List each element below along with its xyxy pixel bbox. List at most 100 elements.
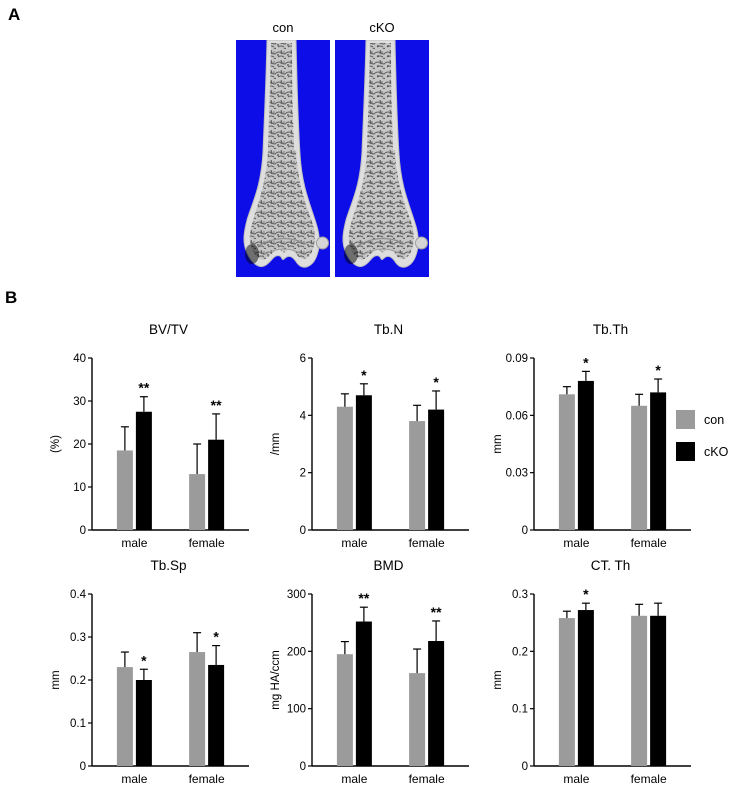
legend-label-con: con [704,412,725,427]
bar-chart: 0 100 200 300 mg HA/ccm male ** female ** [270,589,469,786]
category-label: male [121,536,147,550]
category-label: male [341,536,367,550]
bar-con [336,406,353,530]
significance-label: * [655,362,661,378]
condyle-arc [356,237,406,247]
condyle-shadow [344,244,358,264]
chart-title: Tb.Sp [150,558,187,573]
microct-column-cko: cKO [335,16,429,277]
significance-label: * [583,586,589,602]
legend-swatch-cko [676,442,695,461]
chart-ctth: CT. Th 0 0.1 0.2 0.3 mm male * female [490,558,695,790]
y-tick-label: 20 [73,439,86,451]
y-axis-label: mg HA/ccm [270,650,282,709]
bone-trabecular-interior [249,150,315,260]
legend-label-cko: cKO [704,444,729,459]
bar-chart: 0 0.1 0.2 0.3 0.4 mm male * female * [50,589,249,786]
bar-con [558,618,575,766]
bar-con [116,667,133,766]
condyle-shadow [245,244,259,264]
bar-chart: 0 0.1 0.2 0.3 mm male * female [492,586,691,786]
condyle-arc [360,248,402,257]
chart-title: Tb.Th [592,322,629,337]
bone-render-cko [335,40,429,277]
bar-con [336,654,353,766]
bar-con [631,405,648,530]
chart-bmd: BMD 0 100 200 300 mg HA/ccm male ** female ** [268,558,473,790]
chart-tbth: Tb.Th 0 0.03 0.06 0.09 mm male * female * [490,322,695,554]
condyle-arc [261,248,303,257]
y-axis-label: (%) [50,435,62,453]
category-label: female [409,536,445,550]
y-tick-label: 0.1 [70,718,86,730]
bar-cKO [577,610,594,766]
bar-con [189,474,206,530]
sesamoid-bone [415,236,428,250]
bar-con [558,394,575,530]
y-tick-label: 0.3 [512,589,528,601]
bar-con [409,421,426,530]
bar-cKO [650,615,667,766]
panel-b-label: B [5,288,18,307]
y-tick-label: 0 [522,761,528,773]
bone-shaft-interior [268,43,294,150]
y-tick-label: 300 [287,589,306,601]
y-axis-label: mm [492,434,504,453]
microct-panel: con [236,16,429,277]
y-tick-label: 0 [300,525,306,537]
bar-con [189,652,206,766]
bar-cKO [355,395,372,530]
microct-label-con: con [272,20,294,35]
significance-label: ** [431,604,442,620]
bar-con [631,615,648,766]
condyle-arc [257,237,307,247]
significance-label: * [433,374,439,390]
chart-title: Tb.N [373,322,404,337]
bar-cKO [208,439,225,530]
legend-item-con: con [676,410,728,429]
y-tick-label: 10 [73,482,86,494]
y-tick-label: 0.06 [506,410,528,422]
chart-tbn: Tb.N 0 2 4 6/mm male * female * [268,322,473,554]
chart-bvtv: BV/TV 0 10 20 30 40 (%) male ** female ** [48,322,253,554]
y-axis-label: /mm [270,433,282,455]
legend: con cKO [676,410,728,474]
chart-tbsp: Tb.Sp 0 0.1 0.2 0.3 0.4 mm male * female * [48,558,253,790]
significance-label: * [583,354,589,370]
category-label: male [563,536,589,550]
significance-label: * [141,652,147,668]
bar-cKO [428,641,445,766]
bar-cKO [355,621,372,766]
microct-label-cko: cKO [369,20,395,35]
category-label: female [409,772,445,786]
y-tick-label: 6 [300,353,306,365]
significance-label: ** [211,397,222,413]
bar-chart: 0 2 4 6/mm male * female * [270,353,469,550]
y-tick-label: 0.2 [512,646,528,658]
bone-trabecular-interior [348,150,414,260]
y-tick-label: 200 [287,646,306,658]
bone-render-con [236,40,330,277]
chart-title: CT. Th [590,558,631,573]
y-tick-label: 100 [287,704,306,716]
y-tick-label: 0.03 [506,468,528,480]
y-tick-label: 0 [80,525,86,537]
y-tick-label: 0 [80,761,86,773]
category-label: female [189,772,225,786]
chart-title: BMD [373,558,404,573]
y-tick-label: 30 [73,396,86,408]
category-label: female [189,536,225,550]
bar-chart: 0 0.03 0.06 0.09 mm male * female * [492,353,691,550]
y-tick-label: 0.1 [512,704,528,716]
category-label: female [631,536,667,550]
y-tick-label: 0.4 [70,589,87,601]
bar-cKO [135,411,152,530]
bar-con [116,450,133,530]
y-tick-label: 4 [300,410,307,422]
y-tick-label: 0 [300,761,306,773]
y-tick-label: 0.2 [70,675,86,687]
chart-title: BV/TV [148,322,188,337]
bar-chart: 0 10 20 30 40 (%) male ** female ** [50,353,249,550]
significance-label: ** [358,590,369,606]
